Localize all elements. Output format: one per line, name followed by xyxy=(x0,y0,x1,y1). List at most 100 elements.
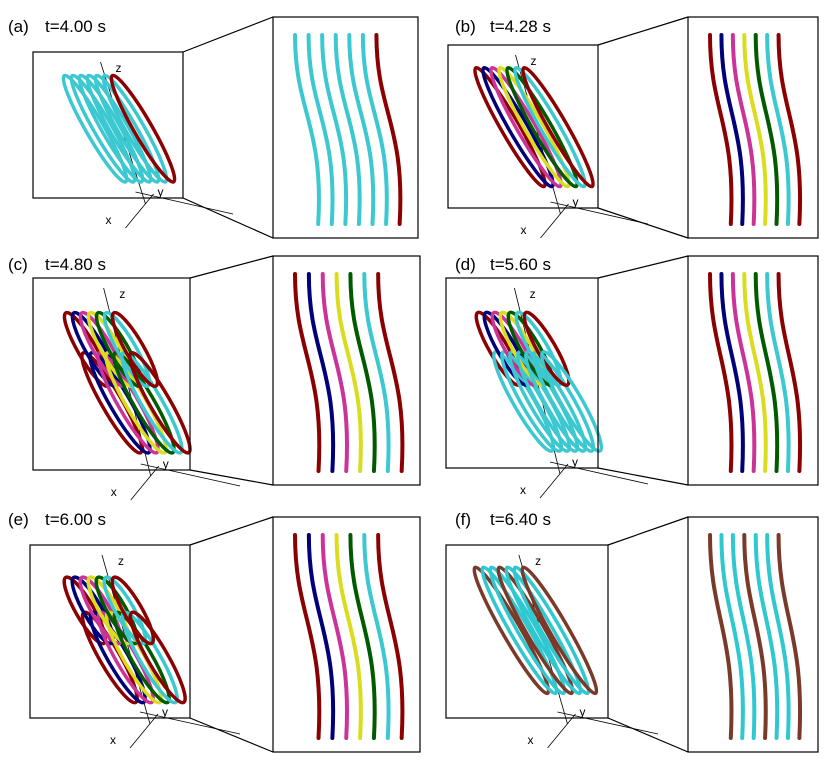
strand xyxy=(334,533,363,740)
zoom-box xyxy=(687,255,819,486)
strand xyxy=(742,533,768,740)
panel: (c) t=4.80 s z y x xyxy=(8,255,421,501)
loop xyxy=(112,350,176,455)
loop xyxy=(120,350,184,455)
strand xyxy=(753,533,780,740)
loop xyxy=(128,350,192,455)
loop xyxy=(102,575,148,646)
zoom-box xyxy=(272,516,421,753)
strand xyxy=(730,33,757,226)
panel-time: t=6.00 s xyxy=(45,510,106,529)
strand xyxy=(742,33,768,226)
view-box xyxy=(445,277,599,469)
panel-time: t=6.40 s xyxy=(490,510,551,529)
loop xyxy=(480,565,559,696)
zoom-box xyxy=(687,516,819,753)
zoom-line xyxy=(607,516,689,546)
strand xyxy=(348,533,377,740)
strand xyxy=(320,33,349,226)
loop xyxy=(85,73,153,184)
strand xyxy=(776,272,803,473)
strand xyxy=(362,272,391,473)
zoom-box xyxy=(272,255,421,486)
loop xyxy=(70,575,116,646)
loop xyxy=(488,565,567,696)
strand xyxy=(719,33,745,226)
axis-label: y xyxy=(163,457,169,471)
strand xyxy=(730,533,757,740)
axis-label: x xyxy=(520,483,526,497)
axis-label: z xyxy=(118,554,124,568)
loop xyxy=(512,565,591,696)
strand xyxy=(374,33,403,226)
strand xyxy=(765,33,791,226)
zoom-line xyxy=(182,16,274,53)
strand xyxy=(708,33,734,226)
axis-label: y xyxy=(580,705,586,719)
panel-label: (c) xyxy=(8,255,28,274)
zoom-line xyxy=(189,717,274,753)
strand xyxy=(293,272,322,473)
axis-label: x xyxy=(110,733,116,747)
axis-line xyxy=(129,713,159,749)
loop xyxy=(86,575,132,646)
zoom-line xyxy=(182,197,274,239)
strand xyxy=(376,272,405,473)
strand xyxy=(362,533,391,740)
loop xyxy=(61,73,129,184)
panel: (e) t=6.00 s z y x xyxy=(8,510,421,753)
loop xyxy=(62,575,108,646)
strand xyxy=(320,533,349,740)
loop xyxy=(520,565,599,696)
strand xyxy=(348,272,377,473)
loop xyxy=(496,565,575,696)
strand xyxy=(306,533,336,740)
panel-label: (d) xyxy=(455,255,476,274)
loop xyxy=(513,65,587,189)
strand xyxy=(334,272,363,473)
loop xyxy=(101,73,169,184)
loop xyxy=(93,73,161,184)
panel-time: t=4.28 s xyxy=(490,17,551,36)
zoom-line xyxy=(597,207,689,239)
view-box xyxy=(32,277,191,471)
axis-label: y xyxy=(572,455,578,469)
axis-line xyxy=(557,711,659,735)
strand xyxy=(776,533,803,740)
axis-label: x xyxy=(528,733,534,747)
axis-label: x xyxy=(111,485,117,499)
view-box xyxy=(29,544,191,719)
axis-line xyxy=(547,713,576,749)
strand xyxy=(719,272,745,473)
strand xyxy=(360,33,389,226)
loop xyxy=(504,565,583,696)
panel-label: (f) xyxy=(455,510,471,529)
strand xyxy=(719,533,745,740)
panel-label: (b) xyxy=(455,17,476,36)
loop xyxy=(497,65,571,189)
axis-line xyxy=(540,203,569,239)
panel-label: (e) xyxy=(8,510,29,529)
axis-label: z xyxy=(530,287,536,301)
loop xyxy=(69,73,137,184)
zoom-line xyxy=(597,16,689,46)
loop xyxy=(78,575,124,646)
loop xyxy=(540,350,604,453)
axis-label: z xyxy=(119,287,125,301)
strand xyxy=(376,533,405,740)
view-box xyxy=(445,544,609,719)
strand xyxy=(333,33,362,226)
panel-time: t=4.80 s xyxy=(45,255,106,274)
axis-label: z xyxy=(535,554,541,568)
axis-line xyxy=(140,463,241,487)
zoom-line xyxy=(189,516,274,546)
zoom-line xyxy=(607,717,689,753)
zoom-line xyxy=(189,255,274,279)
axis-line xyxy=(549,461,649,485)
axis-label: z xyxy=(531,54,537,68)
axis-label: y xyxy=(162,705,168,719)
loop xyxy=(128,610,187,705)
strand xyxy=(742,272,768,473)
strand xyxy=(753,272,780,473)
